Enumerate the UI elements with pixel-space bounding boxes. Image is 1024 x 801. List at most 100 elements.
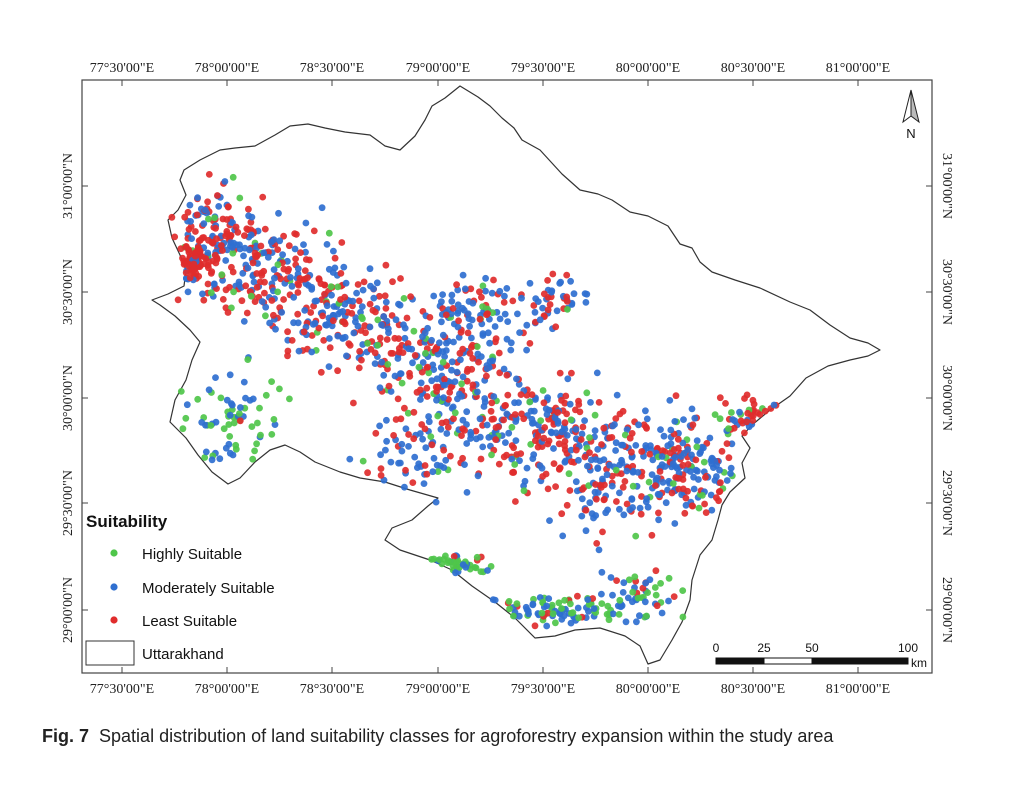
suitability-point xyxy=(621,478,629,485)
suitability-point xyxy=(472,564,480,572)
suitability-point xyxy=(182,269,190,277)
suitability-point xyxy=(609,591,616,599)
suitability-point xyxy=(253,284,261,291)
suitability-point xyxy=(552,429,560,437)
suitability-point xyxy=(450,558,457,566)
suitability-point xyxy=(623,426,631,434)
suitability-point xyxy=(325,229,333,237)
suitability-point xyxy=(418,368,426,376)
suitability-point xyxy=(254,419,261,427)
suitability-point xyxy=(224,309,232,316)
suitability-point xyxy=(616,596,624,604)
suitability-point xyxy=(249,395,257,403)
suitability-point xyxy=(448,358,456,366)
suitability-point xyxy=(619,441,627,449)
suitability-point xyxy=(756,411,764,418)
scale-segment-light xyxy=(763,657,813,665)
suitability-point xyxy=(472,427,480,435)
suitability-point xyxy=(503,410,511,418)
suitability-point xyxy=(706,434,714,442)
suitability-point xyxy=(249,259,257,267)
suitability-point xyxy=(184,288,192,296)
suitability-point xyxy=(382,261,390,269)
suitability-point xyxy=(576,408,584,416)
suitability-point xyxy=(628,496,636,503)
suitability-point xyxy=(291,230,299,238)
suitability-point xyxy=(631,573,639,581)
suitability-point xyxy=(244,264,252,272)
suitability-point xyxy=(561,419,569,427)
suitability-point xyxy=(212,224,220,232)
suitability-point xyxy=(621,431,629,439)
suitability-point xyxy=(330,247,337,255)
suitability-point xyxy=(419,359,427,366)
suitability-point xyxy=(669,460,677,468)
suitability-point xyxy=(432,498,440,506)
suitability-point xyxy=(229,173,237,181)
suitability-point xyxy=(488,451,495,459)
suitability-point xyxy=(612,415,620,422)
suitability-point xyxy=(337,296,344,303)
top-tick-label: 80°00'00"E xyxy=(616,61,680,76)
suitability-point xyxy=(504,318,512,325)
suitability-point xyxy=(311,297,319,305)
suitability-point xyxy=(468,334,475,342)
left-tick-label: 31°00'00"N xyxy=(61,153,76,219)
suitability-point xyxy=(395,300,402,308)
suitability-point xyxy=(443,339,450,347)
suitability-point xyxy=(387,458,395,466)
suitability-point xyxy=(579,423,587,431)
suitability-point xyxy=(511,461,519,468)
suitability-point xyxy=(262,303,270,311)
suitability-point xyxy=(459,373,467,381)
suitability-point xyxy=(579,486,586,493)
suitability-point xyxy=(428,377,436,385)
suitability-point xyxy=(194,194,202,202)
suitability-point xyxy=(637,510,645,518)
suitability-point xyxy=(693,437,701,445)
suitability-point xyxy=(295,347,303,355)
suitability-point xyxy=(168,213,176,221)
suitability-point xyxy=(461,285,469,293)
suitability-point xyxy=(563,293,571,301)
suitability-point xyxy=(346,342,354,349)
suitability-point xyxy=(440,394,447,401)
suitability-point xyxy=(334,367,341,375)
suitability-point xyxy=(537,417,545,424)
suitability-point xyxy=(526,340,534,347)
suitability-point xyxy=(478,293,485,301)
suitability-point xyxy=(230,419,238,427)
suitability-point xyxy=(488,289,496,297)
suitability-point xyxy=(279,251,286,259)
suitability-point xyxy=(315,324,323,332)
suitability-point xyxy=(424,324,431,332)
suitability-point xyxy=(249,455,257,463)
suitability-point xyxy=(549,270,557,278)
suitability-point xyxy=(468,316,476,324)
suitability-point xyxy=(482,287,489,295)
top-tick-label: 79°30'00"E xyxy=(511,61,575,76)
suitability-point xyxy=(500,365,508,373)
suitability-point xyxy=(546,517,553,524)
suitability-point xyxy=(660,432,668,440)
suitability-point xyxy=(655,509,662,517)
suitability-point xyxy=(341,333,349,341)
suitability-point xyxy=(618,456,625,464)
suitability-point xyxy=(743,418,750,426)
suitability-point xyxy=(556,369,564,377)
suitability-point xyxy=(361,322,369,330)
suitability-point xyxy=(725,454,733,462)
suitability-point xyxy=(486,339,493,347)
suitability-point xyxy=(207,422,215,429)
suitability-point xyxy=(186,274,194,282)
suitability-point xyxy=(434,468,442,475)
suitability-point xyxy=(636,504,644,512)
suitability-point xyxy=(552,483,559,490)
suitability-point xyxy=(564,306,571,313)
suitability-point xyxy=(454,301,462,309)
suitability-point xyxy=(376,292,383,300)
suitability-point xyxy=(218,271,226,279)
suitability-point xyxy=(454,323,462,331)
suitability-point xyxy=(292,255,299,263)
suitability-point xyxy=(246,246,253,254)
